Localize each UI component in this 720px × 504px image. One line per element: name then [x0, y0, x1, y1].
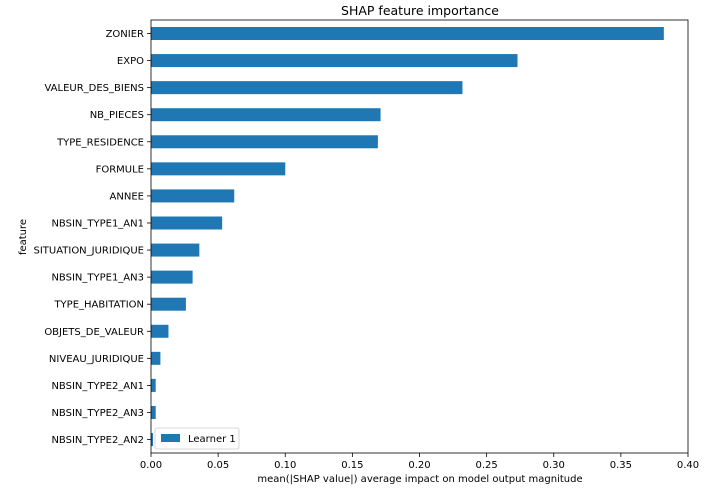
y-tick-label: TYPE_RESIDENCE [56, 137, 144, 148]
x-axis-label: mean(|SHAP value|) average impact on mod… [257, 474, 582, 485]
legend: Learner 1 [154, 427, 240, 450]
legend-frame [154, 427, 240, 450]
bar [151, 135, 378, 149]
x-tick-label: 0.30 [543, 460, 565, 471]
y-axis: ZONIER EXPO VALEUR_DES_BIENS NB_PIECES TYPE_… [33, 29, 151, 446]
y-axis-label: feature [18, 219, 29, 255]
bar [151, 243, 200, 257]
bars-group [151, 27, 664, 447]
bar [151, 81, 463, 95]
legend-swatch [161, 434, 180, 442]
chart-title: SHAP feature importance [341, 3, 499, 18]
y-tick-label: NIVEAU_JURIDIQUE [49, 354, 144, 365]
bar [151, 216, 223, 230]
y-tick-label: NBSIN_TYPE2_AN2 [51, 435, 144, 446]
bar [151, 270, 193, 284]
y-tick-label: NBSIN_TYPE1_AN3 [51, 273, 144, 284]
legend-label: Learner 1 [188, 434, 236, 445]
x-tick-label: 0.35 [610, 460, 632, 471]
bar [151, 378, 156, 392]
y-tick-label: VALEUR_DES_BIENS [44, 83, 144, 94]
bar [151, 108, 381, 122]
y-tick-label: SITUATION_JURIDIQUE [33, 246, 144, 257]
bar [151, 54, 518, 68]
bar [151, 27, 664, 40]
y-tick-label: NBSIN_TYPE2_AN1 [51, 381, 144, 392]
bar [151, 405, 156, 419]
y-tick-label: NBSIN_TYPE1_AN1 [51, 218, 144, 229]
x-tick-label: 0.20 [408, 460, 430, 471]
x-tick-label: 0.10 [274, 460, 296, 471]
x-tick-label: 0.25 [475, 460, 497, 471]
bar [151, 162, 286, 176]
x-tick-label: 0.15 [341, 460, 363, 471]
y-tick-label: ZONIER [106, 29, 144, 40]
x-tick-label: 0.00 [140, 460, 162, 471]
bar [151, 324, 169, 338]
x-tick-label: 0.05 [207, 460, 229, 471]
y-tick-label: ANNEE [110, 191, 144, 202]
bar [151, 297, 186, 311]
y-tick-label: EXPO [117, 56, 144, 67]
y-tick-label: OBJETS_DE_VALEUR [44, 327, 144, 338]
y-tick-label: TYPE_HABITATION [53, 300, 144, 311]
y-tick-label: NB_PIECES [90, 110, 144, 121]
x-tick-label: 0.40 [677, 460, 699, 471]
y-tick-label: FORMULE [96, 164, 144, 175]
bar [151, 189, 235, 203]
bar [151, 351, 161, 365]
y-tick-label: NBSIN_TYPE2_AN3 [51, 408, 144, 419]
bar [151, 433, 154, 447]
x-axis: 0.00 0.05 0.10 0.15 0.20 0.25 0.30 0.35 0.40 [140, 453, 699, 471]
